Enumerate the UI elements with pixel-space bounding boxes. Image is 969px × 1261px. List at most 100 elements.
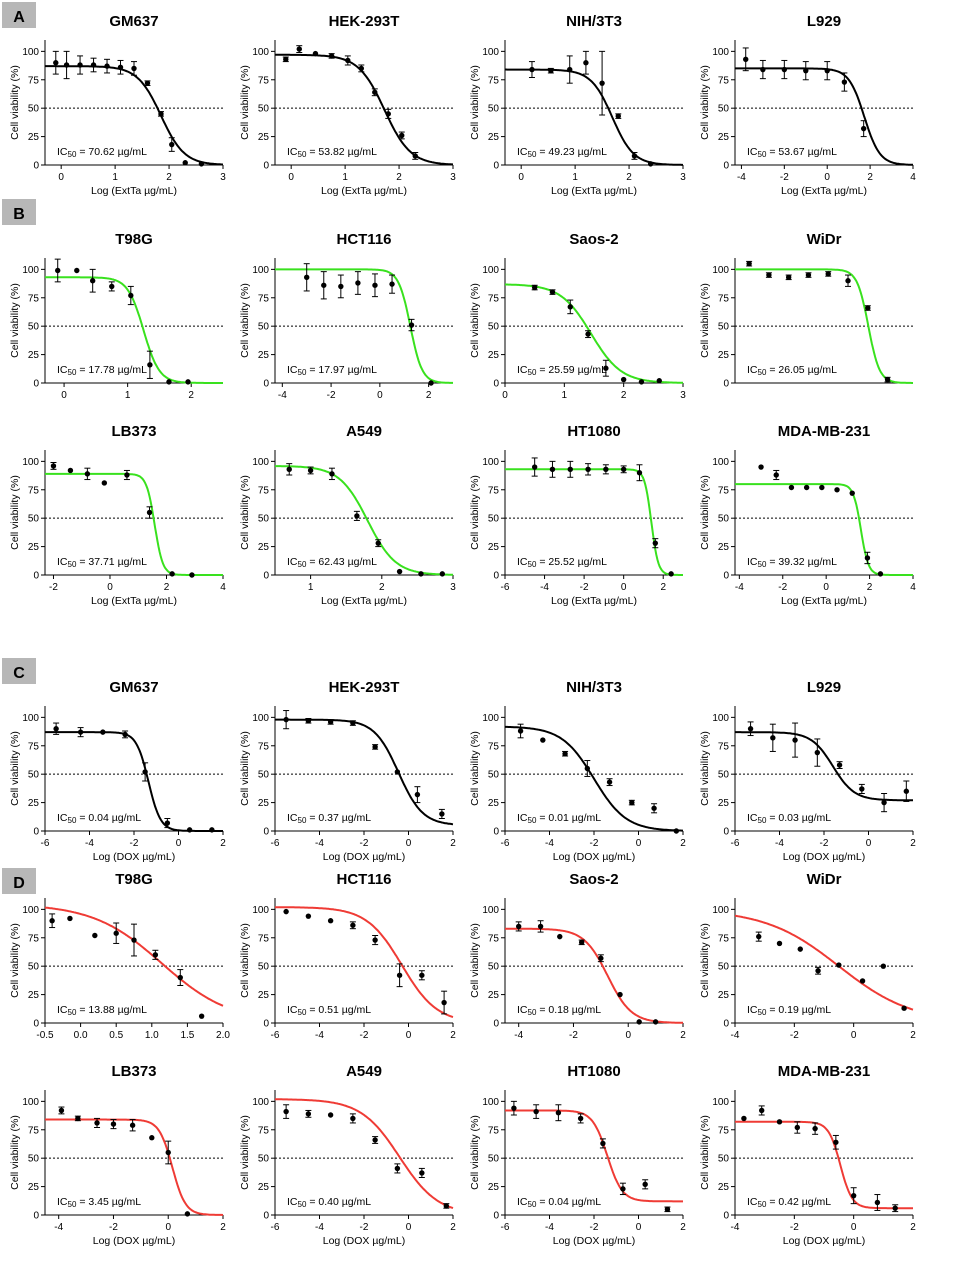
data-point <box>122 731 128 738</box>
y-tick-label: 25 <box>258 798 270 809</box>
ic50-subscript: 50 <box>758 560 767 569</box>
ic50-equals: = <box>76 146 88 158</box>
data-point <box>814 749 821 756</box>
data-point <box>372 282 378 288</box>
chart-title: WiDr <box>807 231 842 248</box>
x-tick-label: 0 <box>518 172 524 183</box>
data-point <box>647 161 654 167</box>
x-tick-label: 2 <box>396 172 402 183</box>
ic50-prefix: IC <box>57 146 68 158</box>
y-tick-label: 75 <box>718 741 730 752</box>
chart-D-lb373: LB373 0 25 50 75 100 -4 -2 0 2 Cell viability (%) L… <box>9 1063 226 1247</box>
x-tick-label: 0 <box>288 172 294 183</box>
ic50-subscript: 50 <box>758 816 767 825</box>
ic50-subscript: 50 <box>68 150 77 159</box>
y-tick-label: 50 <box>718 104 730 115</box>
y-tick-label: 0 <box>723 571 729 582</box>
ic50-prefix: IC <box>287 812 298 824</box>
y-axis-label: Cell viability (%) <box>9 731 21 806</box>
x-tick-label: 2 <box>680 838 686 849</box>
x-axis-label: Log (DOX µg/mL) <box>553 851 636 863</box>
x-axis-label: Log (DOX µg/mL) <box>323 851 406 863</box>
chart-title: T98G <box>115 871 153 888</box>
x-tick-label: 0 <box>851 1030 857 1041</box>
y-tick-label: 100 <box>712 265 729 276</box>
y-tick-label: 0 <box>493 379 499 390</box>
data-point <box>350 720 356 726</box>
data-point <box>117 64 124 70</box>
panel-label-box <box>2 2 36 28</box>
y-axis-label: Cell viability (%) <box>9 283 21 358</box>
ic50-prefix: IC <box>517 1196 528 1208</box>
data-point <box>756 933 762 940</box>
ic50-unit: µg/mL <box>348 364 378 376</box>
ic50-prefix: IC <box>747 364 758 376</box>
x-tick-label: -2 <box>820 838 829 849</box>
ic50-label: IC50 = 49.23 µg/mL <box>517 146 607 159</box>
data-point <box>629 799 635 806</box>
data-point <box>396 568 403 575</box>
ic50-unit: µg/mL <box>118 1004 148 1016</box>
panel-label-D: D <box>2 868 36 894</box>
x-tick-label: 0.5 <box>109 1030 123 1041</box>
y-tick-label: 0 <box>263 379 269 390</box>
y-tick-label: 75 <box>488 293 500 304</box>
chart-A-nih-3t3: NIH/3T3 0 25 50 75 100 0 1 2 3 Cell viability (%) L… <box>469 13 686 197</box>
data-point <box>166 379 172 385</box>
data-point <box>394 769 401 775</box>
data-point <box>794 1124 800 1131</box>
panel-label-box <box>2 658 36 684</box>
x-tick-label: -2 <box>569 1030 578 1041</box>
ic50-unit: µg/mL <box>348 556 378 568</box>
data-point <box>185 379 191 385</box>
ic50-value: 70.62 <box>88 146 114 158</box>
y-tick-label: 75 <box>488 933 500 944</box>
y-axis-label: Cell viability (%) <box>699 283 711 358</box>
x-tick-label: 2 <box>680 1222 686 1233</box>
x-tick-label: 0 <box>851 1222 857 1233</box>
y-axis-label: Cell viability (%) <box>469 923 481 998</box>
y-tick-label: 0 <box>33 827 39 838</box>
x-axis-label: Log (DOX µg/mL) <box>553 1235 636 1247</box>
x-tick-label: 2 <box>680 1030 686 1041</box>
x-tick-label: -2 <box>590 838 599 849</box>
ic50-prefix: IC <box>517 556 528 568</box>
chart-A-gm637: GM637 0 25 50 75 100 0 1 2 3 Cell viability (%) Log… <box>9 13 226 197</box>
y-axis-label: Cell viability (%) <box>699 731 711 806</box>
data-point <box>781 66 788 73</box>
ic50-subscript: 50 <box>68 1200 77 1209</box>
ic50-prefix: IC <box>287 364 298 376</box>
ic50-label: IC50 = 0.42 µg/mL <box>747 1196 831 1209</box>
x-tick-label: -4 <box>315 1030 324 1041</box>
x-tick-label: -2 <box>130 838 139 849</box>
x-tick-label: -6 <box>271 1030 280 1041</box>
data-point <box>327 918 334 924</box>
x-tick-label: 0.0 <box>74 1030 88 1041</box>
ic50-prefix: IC <box>747 556 758 568</box>
x-tick-label: 4 <box>910 172 916 183</box>
ic50-prefix: IC <box>287 556 298 568</box>
data-point <box>414 791 421 798</box>
data-point <box>603 466 609 473</box>
x-tick-label: 1 <box>572 172 578 183</box>
chart-title: MDA-MB-231 <box>778 1063 871 1080</box>
data-point <box>557 933 563 940</box>
data-point <box>147 362 153 368</box>
chart-title: NIH/3T3 <box>566 679 622 696</box>
ic50-subscript: 50 <box>298 150 307 159</box>
ic50-unit: µg/mL <box>572 1196 602 1208</box>
data-point <box>901 1005 907 1011</box>
data-point <box>131 937 137 943</box>
data-point <box>77 62 83 68</box>
x-tick-label: 1 <box>342 172 348 183</box>
y-tick-label: 0 <box>493 1019 499 1030</box>
ic50-value: 25.52 <box>548 556 574 568</box>
data-point <box>845 278 851 284</box>
ic50-equals: = <box>536 1004 548 1016</box>
data-point <box>146 509 153 516</box>
x-tick-label: -4 <box>315 1222 324 1233</box>
y-tick-label: 50 <box>488 770 500 781</box>
x-tick-label: 2 <box>379 582 385 593</box>
ic50-label: IC50 = 13.88 µg/mL <box>57 1004 147 1017</box>
fit-curve <box>275 268 453 384</box>
